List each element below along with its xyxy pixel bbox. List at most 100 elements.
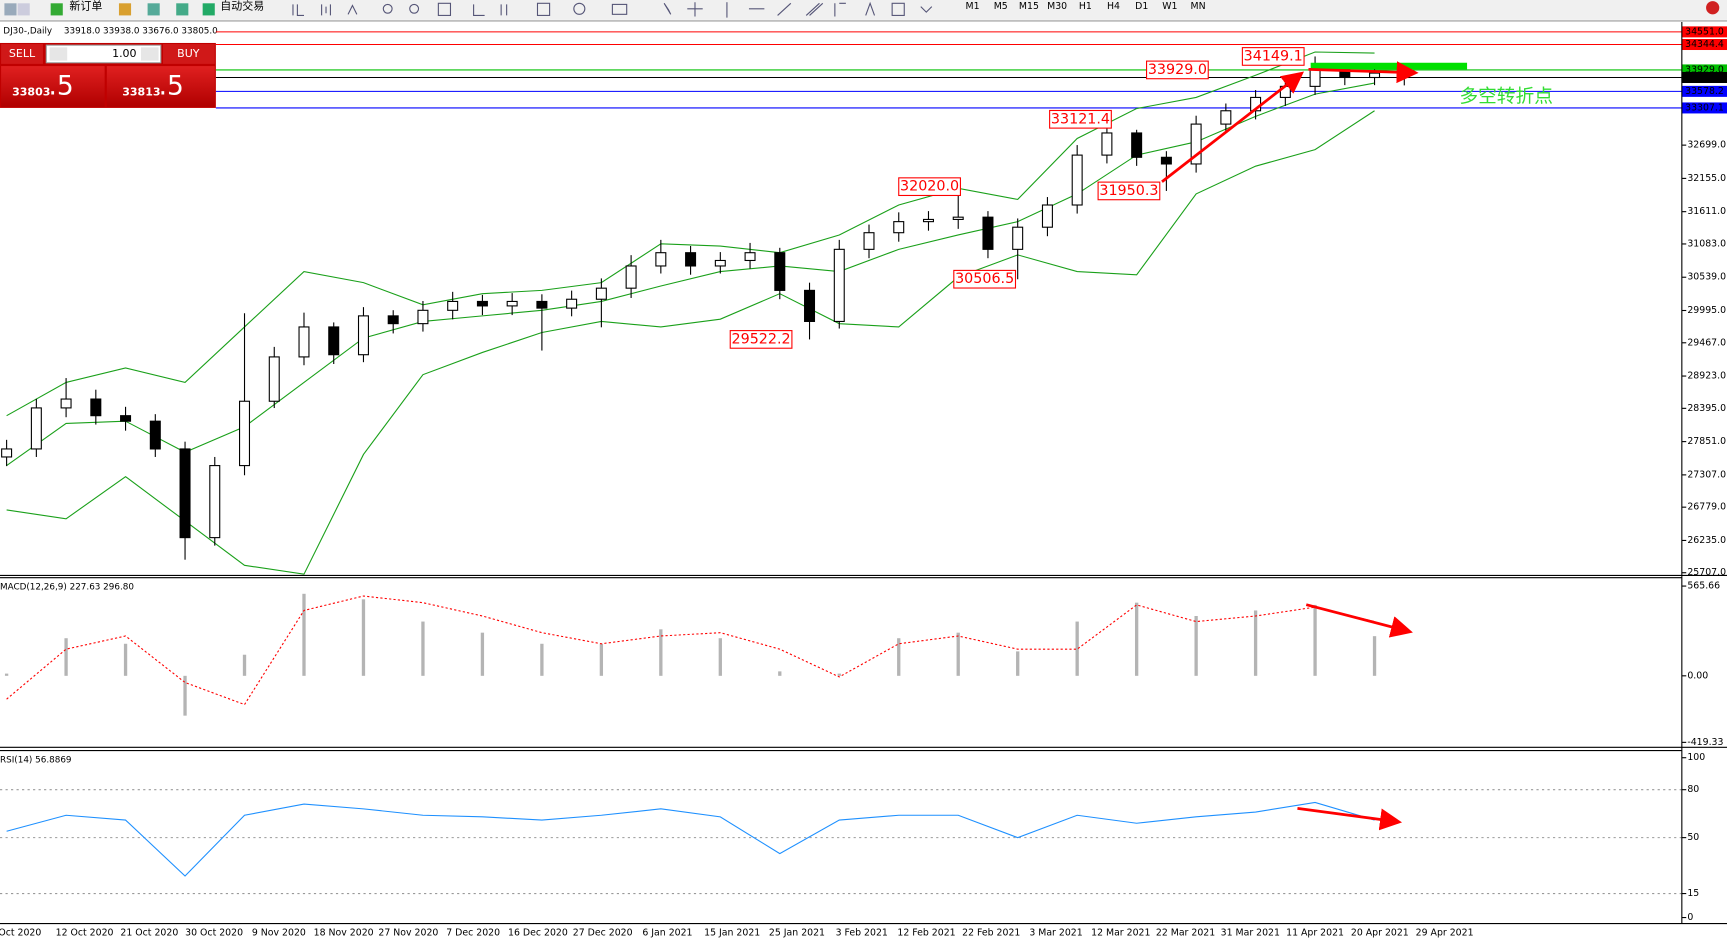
y-tick-label: 29467.0 [1687, 337, 1726, 348]
x-tick-label: 7 Dec 2020 [446, 927, 500, 938]
macd-bar [956, 632, 960, 676]
macd-bar [242, 654, 247, 676]
new-order[interactable]: 新订单 [69, 0, 102, 13]
auto-trading-icon[interactable] [202, 3, 215, 16]
macd-bar [123, 643, 128, 676]
candle-body [595, 287, 607, 300]
buy-label[interactable]: BUY [177, 47, 200, 60]
y-tick-label: 0 [1687, 912, 1693, 923]
candle-body [298, 326, 310, 358]
timeframe[interactable]: D1 [1135, 1, 1148, 12]
candle-body [357, 315, 369, 356]
sell-label[interactable]: SELL [9, 47, 36, 60]
sell-button[interactable] [1, 44, 43, 64]
icon[interactable] [292, 4, 304, 16]
y-tick-label: 28395.0 [1687, 403, 1726, 414]
price-annotation: 31950.3 [1099, 183, 1158, 199]
x-tick-label: 27 Nov 2020 [378, 927, 438, 938]
candle-body [1220, 110, 1232, 125]
macd-bar [837, 673, 841, 676]
zoom-out[interactable] [409, 3, 420, 14]
level-label: 33307.1 [1685, 102, 1724, 113]
level-label-bg [1681, 64, 1727, 76]
arrow [1308, 61, 1419, 84]
macd-bar [4, 673, 9, 676]
icon[interactable] [4, 3, 17, 16]
cursor[interactable] [663, 2, 672, 15]
y-tick-label: 100 [1687, 752, 1705, 763]
candle-body [1101, 132, 1113, 156]
x-tick-label: 22 Feb 2021 [962, 927, 1020, 938]
timeframe[interactable]: H4 [1107, 1, 1120, 12]
timeframe[interactable]: H1 [1079, 1, 1092, 12]
x-tick-label: 25 Jan 2021 [769, 927, 825, 938]
icon[interactable] [573, 2, 586, 15]
zoom-in[interactable] [382, 3, 393, 14]
new-order-icon[interactable] [50, 3, 63, 16]
candle-body [566, 298, 578, 309]
icon[interactable] [536, 2, 551, 16]
macd-bar [183, 675, 187, 716]
candle-body [149, 420, 161, 450]
timeframe[interactable]: MN [1191, 1, 1206, 12]
icon[interactable] [611, 3, 628, 15]
candle-body [90, 398, 102, 417]
timeframe[interactable]: M15 [1019, 1, 1039, 12]
symbol: DJ30-,Daily [3, 26, 52, 36]
y-tick-label: 0.00 [1687, 670, 1708, 681]
icon[interactable] [321, 4, 331, 16]
text-tool[interactable] [865, 1, 876, 16]
price-annotation-box [1097, 181, 1161, 201]
timeframe[interactable]: W1 [1162, 1, 1177, 12]
timeframe[interactable]: M1 [966, 1, 980, 12]
icon[interactable] [118, 3, 132, 16]
channel[interactable] [805, 2, 824, 16]
icon[interactable] [176, 3, 189, 16]
icon[interactable] [473, 4, 485, 16]
macd-bar [897, 638, 901, 676]
buy-price-box[interactable] [106, 66, 215, 107]
auto-trading[interactable]: 自动交易 [220, 0, 264, 13]
icon[interactable] [437, 2, 452, 16]
candle-body [387, 315, 399, 325]
sell-price-box[interactable] [1, 66, 105, 107]
label-tool[interactable] [891, 2, 905, 16]
level-label: 33805.0 [1685, 72, 1724, 83]
icon[interactable] [347, 4, 358, 15]
alert[interactable] [1706, 1, 1720, 15]
shapes[interactable] [920, 6, 933, 13]
volume-field[interactable] [45, 44, 162, 64]
level-label-bg [1681, 71, 1727, 84]
fibo[interactable] [834, 2, 846, 17]
candle-body [952, 216, 964, 220]
icon[interactable] [17, 3, 30, 16]
candle-body [1160, 156, 1172, 165]
x-tick-label: 15 Jan 2021 [704, 927, 760, 938]
trendline[interactable] [777, 2, 792, 16]
price-annotation-box [729, 330, 793, 349]
volume-down[interactable] [49, 47, 68, 61]
x-tick-label: 3 Feb 2021 [836, 927, 888, 938]
candle-body [30, 407, 42, 450]
bollinger-middle [6, 82, 1375, 467]
trade-panel: SELL 1.00 BUY 33803 .5 33813 .5 [0, 42, 216, 108]
indicator-label: RSI(14) 56.8869 [0, 755, 72, 765]
candle-body [1369, 72, 1381, 79]
buy-button[interactable] [163, 44, 215, 64]
timeframe[interactable]: M5 [994, 1, 1008, 12]
icon[interactable] [147, 3, 160, 16]
timeframe[interactable]: M30 [1047, 1, 1067, 12]
candle-body [120, 415, 132, 422]
x-tick-label: 30 Oct 2020 [185, 927, 243, 938]
volume-up[interactable] [140, 47, 159, 61]
toolbar: 新订单 自动交易 M1 M5 M1 [0, 0, 1727, 20]
candle-body [1041, 204, 1053, 228]
icon[interactable] [500, 4, 508, 16]
level-label: 34551.0 [1685, 26, 1724, 37]
macd-bar [599, 643, 604, 676]
candle-body [60, 398, 72, 409]
crosshair[interactable] [687, 2, 703, 17]
ohlc: 33918.0 33938.0 33676.0 33805.0 [64, 26, 218, 36]
volume[interactable]: 1.00 [112, 47, 137, 60]
x-tick-label: 18 Nov 2020 [314, 927, 374, 938]
